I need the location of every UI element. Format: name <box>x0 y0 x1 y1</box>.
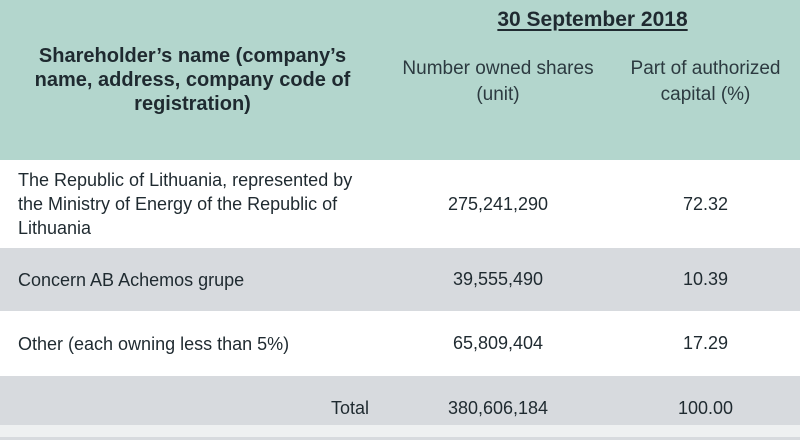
shareholder-name-cell: The Republic of Lithuania, represented b… <box>0 160 385 248</box>
authorized-capital-header: Part of authorized capital (%) <box>611 40 801 160</box>
shareholder-name-cell: Concern AB Achemos grupe <box>0 248 385 311</box>
percent-cell: 10.39 <box>611 248 801 311</box>
shareholder-name-header: Shareholder’s name (company’s name, addr… <box>0 0 385 160</box>
shares-owned-header: Number owned shares (unit) <box>385 40 611 160</box>
shareholder-name-cell: Other (each owning less than 5%) <box>0 311 385 376</box>
percent-cell: 72.32 <box>611 160 801 248</box>
shares-cell: 65,809,404 <box>385 311 611 376</box>
table-row: Other (each owning less than 5%) 65,809,… <box>0 311 801 376</box>
shares-cell: 275,241,290 <box>385 160 611 248</box>
bottom-divider <box>0 425 800 437</box>
table-row: The Republic of Lithuania, represented b… <box>0 160 801 248</box>
percent-cell: 17.29 <box>611 311 801 376</box>
shares-cell: 39,555,490 <box>385 248 611 311</box>
date-header-text: 30 September 2018 <box>497 8 688 31</box>
date-header: 30 September 2018 <box>385 0 801 40</box>
table-row: Concern AB Achemos grupe 39,555,490 10.3… <box>0 248 801 311</box>
